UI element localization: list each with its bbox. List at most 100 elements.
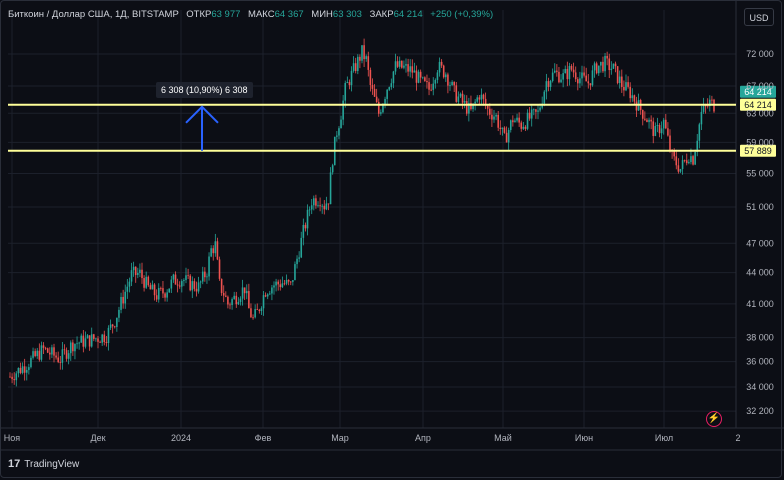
candle-body <box>294 264 296 281</box>
measure-label: 6 308 (10,90%) 6 308 <box>156 82 253 98</box>
candle-body <box>30 357 32 368</box>
candle-body <box>694 152 696 165</box>
candle-body <box>606 55 608 59</box>
footer-brand[interactable]: 17 TradingView <box>8 458 79 470</box>
candle-body <box>398 60 401 67</box>
candle-body <box>495 114 497 117</box>
candle-body <box>134 266 137 276</box>
candle-body <box>382 104 384 113</box>
last-price-tag-label: 64 214 <box>744 87 772 97</box>
candle-body <box>409 66 411 72</box>
candle-body <box>191 281 194 291</box>
candle-body <box>537 110 539 112</box>
candle-body <box>696 140 699 153</box>
candle-body <box>17 367 20 374</box>
candle-body <box>662 119 665 129</box>
candle-body <box>455 85 458 102</box>
candle-body <box>277 281 279 285</box>
candle-body <box>227 296 229 305</box>
candle-body <box>413 70 416 73</box>
candle-body <box>681 160 684 169</box>
candle-body <box>679 168 682 172</box>
candle-body <box>706 105 709 107</box>
candle-body <box>101 334 103 343</box>
candle-body <box>222 293 225 296</box>
candle-body <box>403 65 405 68</box>
candle-body <box>465 101 468 114</box>
candle-body <box>97 338 99 342</box>
candle-body <box>170 279 173 289</box>
candle-body <box>683 160 686 161</box>
candle-body <box>155 295 158 300</box>
candle-body <box>415 70 418 83</box>
candle-body <box>287 279 290 282</box>
candle-body <box>562 73 564 80</box>
candle-body <box>331 165 334 173</box>
candle-body <box>344 83 347 101</box>
candle-body <box>484 98 487 106</box>
y-tick-label: 72 000 <box>746 49 774 59</box>
lightning-icon[interactable]: ⚡ <box>706 411 722 427</box>
candle-body <box>543 91 546 104</box>
candle-body <box>174 274 177 285</box>
candle-body <box>709 99 711 106</box>
candle-body <box>128 281 131 287</box>
candle-body <box>250 308 252 318</box>
candle-body <box>63 349 66 351</box>
candle-body <box>526 112 529 129</box>
candle-body <box>549 81 552 87</box>
candle-body <box>533 109 535 111</box>
candle-body <box>574 72 577 80</box>
candle-body <box>61 349 64 363</box>
candle-body <box>69 342 72 354</box>
symbol-title: Биткоин / Доллар США, 1Д, BITSTAMP <box>8 9 179 20</box>
candle-body <box>530 109 533 119</box>
x-tick-label: Фев <box>255 433 272 443</box>
candles <box>9 38 715 387</box>
candle-body <box>667 128 669 136</box>
candle-body <box>394 61 397 72</box>
candle-body <box>421 77 424 79</box>
candle-body <box>113 326 116 328</box>
candle-body <box>445 74 447 78</box>
candle-body <box>453 81 455 86</box>
candle-body <box>658 125 661 134</box>
candle-body <box>38 350 41 360</box>
candle-body <box>346 82 349 84</box>
candle-body <box>319 205 321 207</box>
candle-body <box>65 350 68 359</box>
candle-body <box>46 348 49 353</box>
candle-body <box>589 83 592 86</box>
brand-name: TradingView <box>24 458 80 470</box>
candle-body <box>166 292 168 298</box>
candle-body <box>105 342 108 344</box>
candle-body <box>375 96 378 102</box>
candle-body <box>126 286 129 292</box>
candle-body <box>321 205 323 207</box>
x-tick-label: Июл <box>655 433 673 443</box>
candle-body <box>23 366 26 373</box>
candle-body <box>474 101 476 104</box>
candle-body <box>193 281 196 289</box>
candle-body <box>273 285 275 288</box>
candle-body <box>72 342 74 352</box>
candle-body <box>482 94 485 99</box>
candle-body <box>417 71 420 83</box>
candle-body <box>509 120 512 130</box>
candle-body <box>621 76 623 87</box>
candle-body <box>503 127 506 133</box>
candle-body <box>172 274 175 280</box>
candle-body <box>338 128 340 136</box>
currency-button[interactable]: USD <box>744 8 774 26</box>
candle-body <box>566 68 569 80</box>
candle-body <box>315 198 317 206</box>
candle-body <box>499 127 502 129</box>
candle-body <box>685 160 688 164</box>
candle-body <box>262 295 265 309</box>
candle-body <box>392 71 395 84</box>
level-tag-label: 57 889 <box>744 146 772 156</box>
candle-body <box>11 376 13 380</box>
candle-body <box>553 70 556 73</box>
candle-body <box>137 272 139 276</box>
